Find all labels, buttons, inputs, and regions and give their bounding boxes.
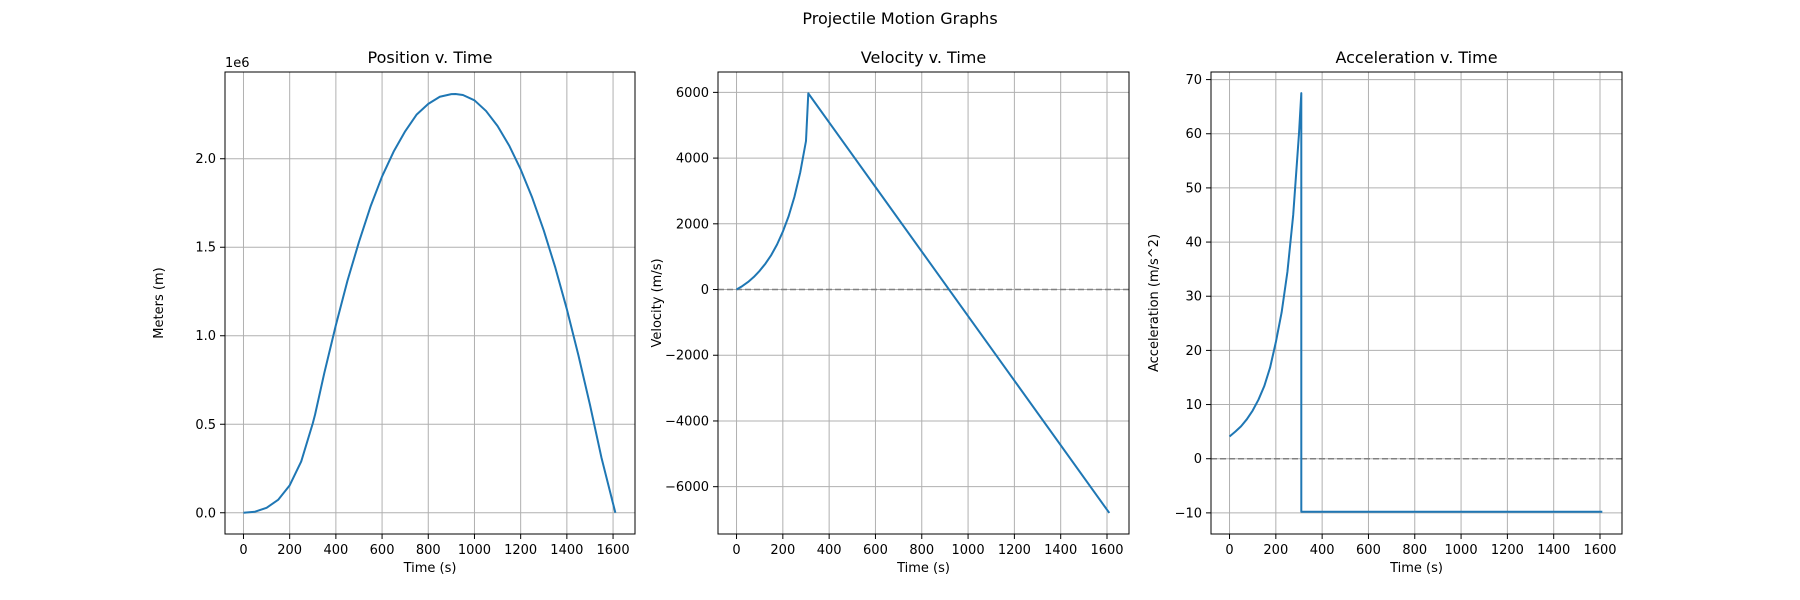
x-tick-label: 800 <box>416 543 441 558</box>
plots-container: 0 200 400 600 800 1000 1200 1400 16000.00.51.01.… <box>152 48 1623 576</box>
x-tick-label: 1600 <box>597 543 630 558</box>
x-axis-label: Time (s) <box>896 561 950 576</box>
x-tick-label: 1200 <box>1491 543 1524 558</box>
y-tick-label: 40 <box>1185 236 1202 251</box>
x-tick-label: 600 <box>1356 543 1381 558</box>
x-tick-label: 200 <box>1263 543 1288 558</box>
axes-frame <box>717 71 1130 535</box>
y-tick-label: 20 <box>1185 344 1202 359</box>
y-tick-label: −4000 <box>665 414 709 429</box>
x-tick-label: 0 <box>239 543 247 558</box>
y-axis-label: Velocity (m/s) <box>650 258 665 347</box>
x-tick-label: 1000 <box>1445 543 1478 558</box>
x-tick-label: 200 <box>277 543 302 558</box>
x-tick-label: 800 <box>909 543 934 558</box>
x-tick-label: 0 <box>1225 543 1233 558</box>
x-tick-label: 1400 <box>1044 543 1077 558</box>
x-tick-label: 1000 <box>952 543 985 558</box>
y-tick-label: 1.0 <box>195 329 216 344</box>
x-tick-label: 400 <box>1310 543 1335 558</box>
x-tick-label: 800 <box>1402 543 1427 558</box>
y-tick-label: 0.5 <box>195 418 216 433</box>
y-offset-label: 1e6 <box>225 56 250 71</box>
series-line-1 <box>243 92 617 514</box>
x-tick-label: 200 <box>770 543 795 558</box>
x-axis-label: Time (s) <box>1389 561 1443 576</box>
x-tick-label: 1400 <box>550 543 583 558</box>
x-tick-label: 400 <box>817 543 842 558</box>
subplot-1: 0 200 400 600 800 1000 1200 1400 1600 0.0 0.5 1.0 1.… <box>152 48 636 576</box>
y-tick-label: 6000 <box>676 86 709 101</box>
x-tick-label: 1200 <box>504 543 537 558</box>
axes-frame <box>1210 71 1623 535</box>
x-tick-label: 1600 <box>1090 543 1123 558</box>
y-tick-label: 0 <box>1194 452 1202 467</box>
subplot-2: 0 200 400 600 800 1000 1200 1400 1600 −6000 −4000 −… <box>650 48 1130 576</box>
x-tick-label: 600 <box>863 543 888 558</box>
y-tick-label: 50 <box>1185 181 1202 196</box>
y-tick-label: −6000 <box>665 480 709 495</box>
y-tick-label: 1.5 <box>195 241 216 256</box>
y-axis-label: Acceleration (m/s^2) <box>1147 234 1162 372</box>
series-line-1 <box>1228 92 1603 513</box>
x-tick-label: 400 <box>323 543 348 558</box>
subplot-3: 0 200 400 600 800 1000 1200 1400 1600 −10 0 10 20 30 4… <box>1147 48 1623 576</box>
y-tick-label: 0 <box>701 283 709 298</box>
y-tick-label: 60 <box>1185 127 1202 142</box>
y-tick-label: 2.0 <box>195 152 216 167</box>
x-tick-label: 0 <box>732 543 740 558</box>
y-tick-label: 4000 <box>676 152 709 167</box>
x-tick-label: 1400 <box>1537 543 1570 558</box>
y-tick-label: 2000 <box>676 217 709 232</box>
x-tick-label: 1200 <box>998 543 1031 558</box>
subplot-title: Position v. Time <box>368 48 493 67</box>
subplot-title: Acceleration v. Time <box>1335 48 1497 67</box>
x-axis-label: Time (s) <box>403 561 457 576</box>
y-tick-label: 10 <box>1185 398 1202 413</box>
y-axis-label: Meters (m) <box>152 267 167 338</box>
figure-title: Projectile Motion Graphs <box>802 9 997 28</box>
y-tick-label: −2000 <box>665 349 709 364</box>
subplot-title: Velocity v. Time <box>861 48 986 67</box>
y-tick-label: −10 <box>1175 506 1202 521</box>
y-tick-label: 0.0 <box>195 506 216 521</box>
y-tick-label: 70 <box>1185 73 1202 88</box>
series-line-1 <box>736 92 1111 514</box>
y-tick-label: 30 <box>1185 290 1202 305</box>
x-tick-label: 1600 <box>1583 543 1616 558</box>
x-tick-label: 1000 <box>458 543 491 558</box>
axes-frame <box>224 71 636 535</box>
x-tick-label: 600 <box>370 543 395 558</box>
